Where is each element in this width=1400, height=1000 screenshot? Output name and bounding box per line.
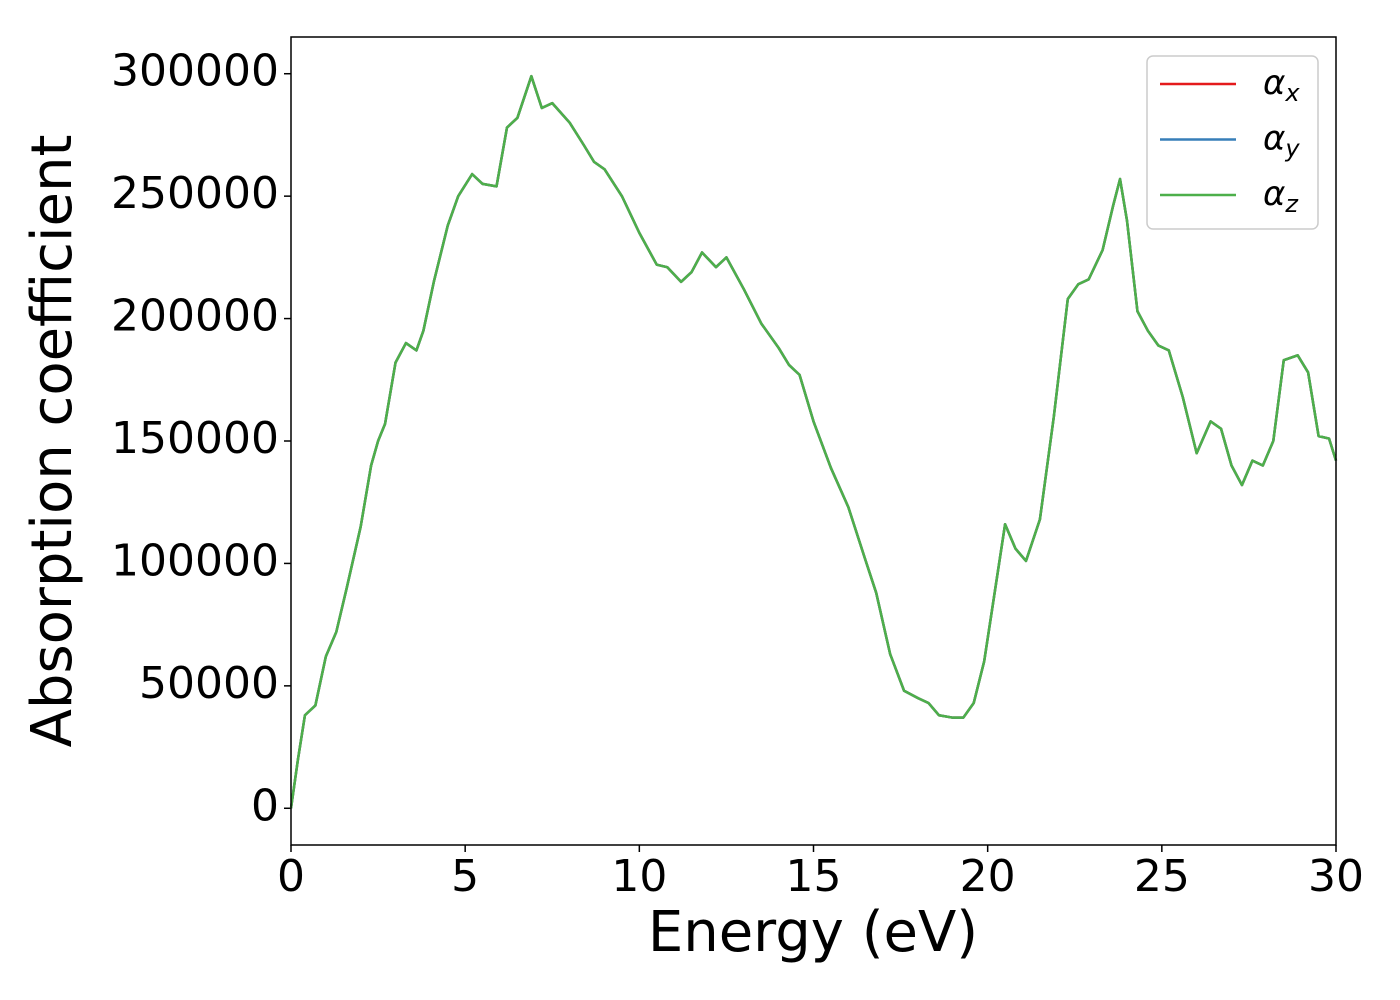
legend-box	[1146, 55, 1319, 230]
y-tick-label: 50000	[139, 658, 279, 709]
x-tick-label: 0	[277, 851, 305, 902]
x-tick-label: 20	[960, 851, 1016, 902]
y-tick-label: 150000	[111, 413, 279, 464]
y-tick-label: 100000	[111, 535, 279, 586]
legend-label: αz	[1263, 174, 1299, 219]
y-tick-label: 300000	[111, 46, 279, 97]
legend-label: αx	[1263, 63, 1300, 108]
x-tick-label: 30	[1308, 851, 1364, 902]
x-tick-label: 25	[1134, 851, 1190, 902]
y-tick-label: 250000	[111, 168, 279, 219]
y-axis-label: Absorption coefficient	[20, 135, 85, 748]
legend-label: αy	[1263, 118, 1300, 163]
x-tick-label: 5	[451, 851, 479, 902]
data-line	[289, 74, 1338, 809]
x-axis-label: Energy (eV)	[648, 900, 978, 965]
plot-frame	[290, 36, 1337, 846]
x-tick-label: 10	[611, 851, 667, 902]
x-tick-label: 15	[786, 851, 842, 902]
y-tick-label: 200000	[111, 291, 279, 342]
y-tick-label: 0	[251, 780, 279, 831]
